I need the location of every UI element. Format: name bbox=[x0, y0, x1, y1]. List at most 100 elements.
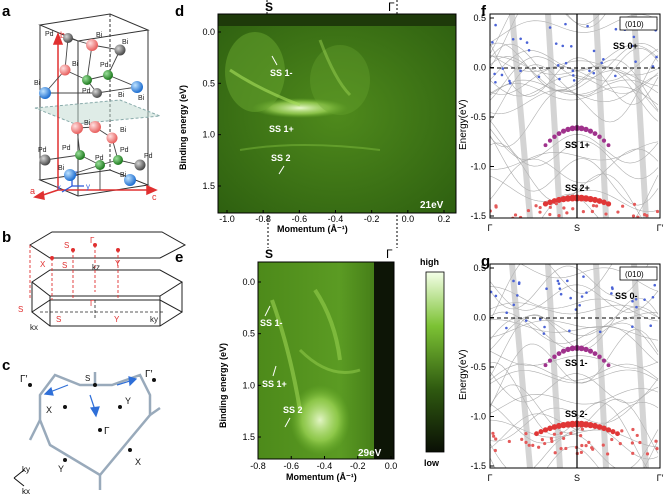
tick-label: 0.0 bbox=[242, 277, 255, 287]
surface-state-dot bbox=[547, 358, 553, 363]
panel-a: a b a c x y z bbox=[2, 3, 161, 202]
bz2d-labels: Γ′ Γ′ S X Y Γ Y X bbox=[20, 369, 153, 474]
bi-atom bbox=[71, 122, 83, 134]
bi-atom bbox=[124, 174, 136, 186]
surface-state-dot bbox=[569, 345, 576, 352]
surface-state-dot bbox=[564, 446, 568, 451]
bi-atom bbox=[86, 39, 98, 51]
surface-state-dot bbox=[564, 22, 567, 26]
surface-state-dot bbox=[557, 282, 561, 285]
tick-label: -1.5 bbox=[470, 211, 486, 221]
bulk-band bbox=[490, 175, 659, 212]
bi-atom bbox=[89, 121, 101, 133]
surface-state-dot bbox=[540, 438, 544, 442]
pd-atom bbox=[95, 160, 105, 170]
surface-state-dot bbox=[550, 439, 554, 444]
kpoint-label-gamma: Γ bbox=[388, 0, 395, 14]
surface-state-dot bbox=[630, 44, 634, 48]
surface-state-dot bbox=[545, 224, 548, 227]
surface-state-dot bbox=[527, 443, 531, 447]
atom-label: Pd bbox=[82, 88, 91, 95]
bz-label: Γ bbox=[90, 236, 95, 245]
surface-state-dot bbox=[616, 210, 620, 214]
surface-state-dot bbox=[512, 303, 516, 307]
surface-state-dot bbox=[571, 207, 575, 211]
tick-label: S bbox=[574, 223, 580, 233]
surface-state-dot bbox=[568, 329, 571, 333]
surface-state-dot bbox=[534, 431, 539, 437]
surface-state-dot bbox=[630, 218, 633, 221]
surface-state-dot bbox=[592, 351, 598, 356]
surface-state-dot bbox=[565, 211, 569, 215]
colorbar-low-label: low bbox=[424, 458, 440, 468]
arpes-e-image bbox=[258, 262, 394, 459]
surface-state-dot bbox=[524, 319, 528, 322]
bulk-band bbox=[490, 120, 659, 180]
pd-atom bbox=[92, 88, 102, 98]
atom-label: Bi bbox=[120, 127, 127, 134]
bulk-band bbox=[490, 148, 659, 200]
surface-state-dot bbox=[597, 134, 602, 139]
surface-state-dot bbox=[572, 79, 576, 82]
atom-label: Bi bbox=[58, 165, 65, 172]
surface-state-dot bbox=[517, 282, 521, 286]
pd-atom bbox=[63, 33, 73, 43]
bz-label: Y bbox=[114, 315, 120, 324]
surface-state-dot bbox=[562, 436, 566, 440]
bulk-band bbox=[509, 14, 533, 218]
tick-label: -0.5 bbox=[470, 112, 486, 122]
surface-state-dot bbox=[591, 204, 596, 208]
surface-state-dot bbox=[558, 77, 561, 81]
surface-state-dot bbox=[558, 287, 562, 290]
surface-state-dot bbox=[494, 80, 497, 84]
bi-atom bbox=[64, 169, 76, 181]
y-axis-label: Energy(eV) bbox=[458, 349, 469, 400]
tick-label: -0.6 bbox=[283, 461, 299, 471]
surface-state-dot bbox=[591, 422, 599, 429]
surface-state-dot bbox=[526, 208, 531, 213]
arpes-e-annotations: SS 1- SS 1+ SS 2 bbox=[260, 318, 303, 415]
surface-state-dot bbox=[537, 75, 541, 79]
atom-label: Bi bbox=[122, 39, 129, 46]
bulk-band bbox=[509, 264, 533, 468]
surface-state-dot bbox=[532, 223, 535, 226]
surface-state-dot bbox=[578, 345, 585, 352]
surface-state-dot bbox=[636, 215, 640, 218]
surface-state-dot bbox=[586, 24, 589, 28]
ss-label: SS 1+ bbox=[262, 379, 287, 389]
panel-f: f (010) SS 0+ SS 1+ SS 2+ Energy(eV) 0.5… bbox=[458, 3, 664, 233]
surface-state-dot bbox=[561, 44, 565, 48]
tick-label: -1.0 bbox=[219, 214, 235, 224]
ss-label: SS 2+ bbox=[565, 183, 590, 193]
surface-state-dot bbox=[634, 297, 638, 301]
surface-state-dot bbox=[516, 294, 519, 297]
bulk-band bbox=[490, 371, 659, 404]
surface-state-dot bbox=[557, 213, 561, 218]
pd-atom bbox=[39, 154, 51, 166]
surface-state-dot bbox=[547, 425, 553, 432]
surface-state-dot bbox=[653, 283, 657, 287]
panel-label-a: a bbox=[2, 3, 11, 20]
ss-label: SS 2 bbox=[283, 405, 303, 415]
atom-label: Bi bbox=[118, 92, 125, 99]
tick-label: 0.5 bbox=[202, 78, 215, 88]
ss-label: SS 1- bbox=[260, 318, 283, 328]
surface-state-dot bbox=[519, 69, 522, 73]
panel-b: b S X S Γ Y kz S bbox=[2, 229, 187, 332]
surface-state-dot bbox=[548, 212, 552, 217]
pd-atom bbox=[103, 70, 113, 80]
surface-state-dot bbox=[531, 443, 535, 447]
bz-label: X bbox=[46, 405, 52, 415]
surface-state-dot bbox=[583, 346, 589, 353]
tick-label: -0.5 bbox=[470, 362, 486, 372]
surface-state-dot bbox=[494, 294, 498, 298]
atom-label: Pd bbox=[45, 31, 54, 38]
bi-atom bbox=[39, 87, 51, 99]
surface-state-dot bbox=[584, 443, 588, 448]
surface-state-dot bbox=[507, 439, 511, 444]
surface-state-dot bbox=[631, 224, 634, 227]
y-axis-label: Energy(eV) bbox=[458, 99, 469, 150]
photon-energy-label: 29eV bbox=[358, 448, 382, 459]
bz-label: S bbox=[62, 261, 67, 270]
arpes-e-arrows bbox=[264, 305, 291, 428]
